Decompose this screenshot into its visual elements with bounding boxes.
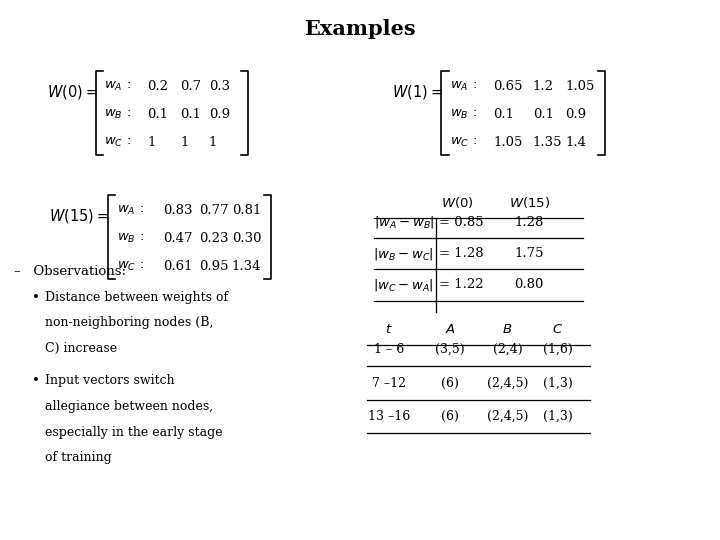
Text: $w_A\,:$: $w_A\,:$ — [450, 80, 477, 93]
Text: = 1.28: = 1.28 — [439, 247, 484, 260]
Text: 1.75: 1.75 — [515, 247, 544, 260]
Text: 1.05: 1.05 — [493, 136, 523, 149]
Text: 0.65: 0.65 — [493, 80, 523, 93]
Text: (1,3): (1,3) — [543, 410, 573, 423]
Text: (6): (6) — [441, 376, 459, 389]
Text: 1: 1 — [180, 136, 189, 149]
Text: $w_B\,:$: $w_B\,:$ — [104, 108, 132, 121]
Text: $C$: $C$ — [552, 323, 564, 336]
Text: $w_B\,:$: $w_B\,:$ — [450, 108, 477, 121]
Text: 0.1: 0.1 — [493, 108, 514, 121]
Text: 0.95: 0.95 — [199, 260, 229, 273]
Text: allegiance between nodes,: allegiance between nodes, — [45, 400, 213, 413]
Text: 0.2: 0.2 — [148, 80, 168, 93]
Text: 0.1: 0.1 — [180, 108, 201, 121]
Text: 13 –16: 13 –16 — [368, 410, 410, 423]
Text: 1.2: 1.2 — [533, 80, 554, 93]
Text: especially in the early stage: especially in the early stage — [45, 426, 222, 438]
Text: 0.30: 0.30 — [232, 232, 261, 245]
Text: 1.34: 1.34 — [232, 260, 261, 273]
Text: 0.77: 0.77 — [199, 204, 229, 217]
Text: $w_C\,:$: $w_C\,:$ — [450, 136, 477, 149]
Text: of training: of training — [45, 451, 112, 464]
Text: 7 –12: 7 –12 — [372, 376, 406, 389]
Text: $t$: $t$ — [385, 323, 392, 336]
Text: 0.9: 0.9 — [565, 108, 586, 121]
Text: 0.9: 0.9 — [209, 108, 230, 121]
Text: Distance between weights of: Distance between weights of — [45, 291, 228, 303]
Text: 0.3: 0.3 — [209, 80, 230, 93]
Text: $w_A\,:$: $w_A\,:$ — [104, 80, 132, 93]
Text: 1.4: 1.4 — [565, 136, 586, 149]
Text: $w_C\,:$: $w_C\,:$ — [117, 260, 144, 273]
Text: non-neighboring nodes (B,: non-neighboring nodes (B, — [45, 316, 213, 329]
Text: $w_C\,:$: $w_C\,:$ — [104, 136, 132, 149]
Text: 0.80: 0.80 — [515, 279, 544, 292]
Text: C) increase: C) increase — [45, 342, 117, 355]
Text: (3,5): (3,5) — [435, 343, 465, 356]
Text: 0.47: 0.47 — [163, 232, 193, 245]
Text: $|w_A - w_B|$: $|w_A - w_B|$ — [374, 214, 434, 231]
Text: $A$: $A$ — [444, 323, 456, 336]
Text: •: • — [32, 291, 40, 303]
Text: 0.23: 0.23 — [199, 232, 229, 245]
Text: $W(15) =$: $W(15) =$ — [50, 207, 109, 225]
Text: 1: 1 — [209, 136, 217, 149]
Text: $w_A\,:$: $w_A\,:$ — [117, 204, 144, 217]
Text: $|w_C - w_A|$: $|w_C - w_A|$ — [374, 277, 434, 293]
Text: 0.1: 0.1 — [533, 108, 554, 121]
Text: = 0.85: = 0.85 — [439, 216, 484, 229]
Text: 1.35: 1.35 — [533, 136, 562, 149]
Text: Examples: Examples — [304, 19, 416, 39]
Text: $w_B\,:$: $w_B\,:$ — [117, 232, 144, 245]
Text: 0.83: 0.83 — [163, 204, 193, 217]
Text: 0.61: 0.61 — [163, 260, 193, 273]
Text: (1,3): (1,3) — [543, 376, 573, 389]
Text: $W(0)$: $W(0)$ — [441, 195, 474, 210]
Text: $|w_B - w_C|$: $|w_B - w_C|$ — [374, 246, 434, 262]
Text: $B$: $B$ — [503, 323, 513, 336]
Text: 0.81: 0.81 — [232, 204, 261, 217]
Text: (6): (6) — [441, 410, 459, 423]
Text: 1.05: 1.05 — [565, 80, 595, 93]
Text: (2,4,5): (2,4,5) — [487, 376, 528, 389]
Text: 1.28: 1.28 — [515, 216, 544, 229]
Text: •: • — [32, 374, 40, 387]
Text: 0.1: 0.1 — [148, 108, 168, 121]
Text: 1: 1 — [148, 136, 156, 149]
Text: (2,4,5): (2,4,5) — [487, 410, 528, 423]
Text: –   Observations:: – Observations: — [14, 265, 127, 278]
Text: Input vectors switch: Input vectors switch — [45, 374, 174, 387]
Text: $W(1) =$: $W(1) =$ — [392, 83, 443, 101]
Text: (2,4): (2,4) — [492, 343, 523, 356]
Text: 0.7: 0.7 — [180, 80, 201, 93]
Text: = 1.22: = 1.22 — [439, 279, 484, 292]
Text: 1 – 6: 1 – 6 — [374, 343, 404, 356]
Text: $W(15)$: $W(15)$ — [508, 195, 550, 210]
Text: $W(0) =$: $W(0) =$ — [47, 83, 97, 101]
Text: (1,6): (1,6) — [543, 343, 573, 356]
